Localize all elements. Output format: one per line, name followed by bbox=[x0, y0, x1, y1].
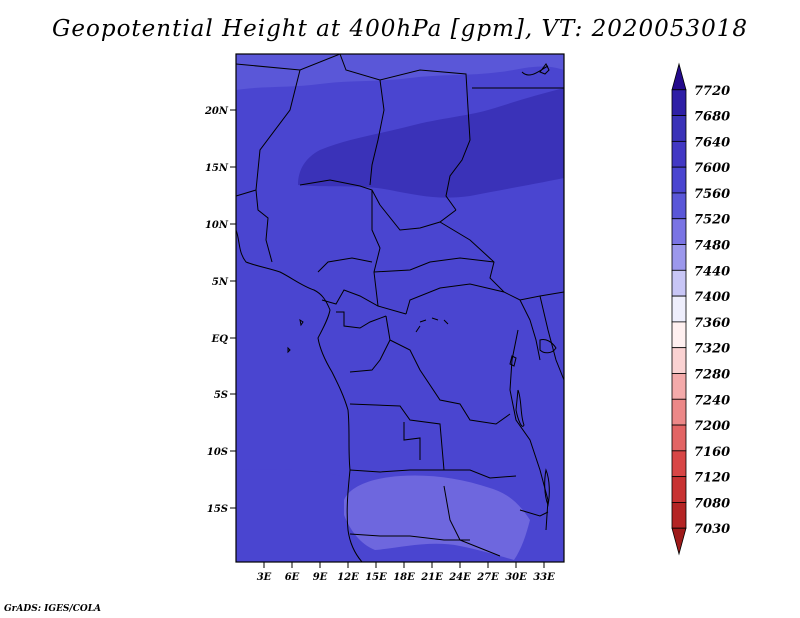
colorbar-label: 7720 bbox=[694, 84, 730, 99]
colorbar-swatch bbox=[671, 502, 687, 529]
colorbar-label: 7360 bbox=[694, 316, 730, 331]
colorbar-label: 7280 bbox=[694, 367, 730, 382]
colorbar-swatch bbox=[671, 269, 687, 297]
colorbar-label: 7320 bbox=[694, 342, 730, 357]
colorbar-swatch bbox=[671, 347, 687, 374]
colorbar-swatch bbox=[671, 476, 687, 503]
colorbar-label: 7200 bbox=[694, 419, 730, 434]
colorbar-swatch bbox=[671, 295, 687, 323]
lon-label: 18E bbox=[393, 572, 415, 583]
colorbar-swatch bbox=[671, 527, 687, 556]
lon-label: 24E bbox=[448, 572, 471, 583]
colorbar-swatch bbox=[671, 89, 687, 116]
lon-label: 27E bbox=[476, 572, 499, 583]
lon-label: 30E bbox=[505, 572, 527, 583]
lat-label: 20N bbox=[204, 106, 229, 117]
colorbar-label: 7480 bbox=[694, 239, 730, 254]
lon-label: 6E bbox=[285, 572, 300, 583]
lat-label: EQ bbox=[211, 334, 229, 345]
colorbar-swatch bbox=[671, 244, 687, 271]
contour-fill-7560-south bbox=[344, 475, 530, 560]
lon-label: 3E bbox=[257, 572, 272, 583]
lon-label: 9E bbox=[313, 572, 328, 583]
colorbar-swatch bbox=[671, 373, 687, 400]
contour-fill-7640 bbox=[298, 88, 564, 198]
colorbar-label: 7240 bbox=[694, 393, 730, 408]
latitude-labels: 20N 15N 10N 5N EQ 5S 10S 15S bbox=[204, 106, 229, 515]
coastlines-borders bbox=[236, 54, 564, 562]
colorbar-label: 7520 bbox=[694, 213, 730, 228]
colorbar-label: 7120 bbox=[694, 471, 730, 486]
map-title: Geopotential Height at 400hPa [gpm], VT:… bbox=[52, 16, 748, 42]
colorbar-swatch bbox=[671, 450, 687, 478]
lon-label: 33E bbox=[533, 572, 555, 583]
colorbar-label: 7400 bbox=[694, 290, 730, 305]
longitude-labels: 3E 6E 9E 12E 15E 18E 21E 24E 27E 30E 33E bbox=[257, 572, 555, 583]
colorbar-swatch bbox=[671, 398, 687, 426]
colorbar-swatch bbox=[671, 62, 687, 91]
lat-label: 15S bbox=[207, 504, 228, 515]
colorbar-label: 7560 bbox=[694, 187, 730, 202]
lat-label: 10N bbox=[205, 220, 229, 231]
colorbar-swatch bbox=[671, 424, 687, 452]
colorbar-label: 7680 bbox=[694, 110, 730, 125]
lon-label: 15E bbox=[365, 572, 387, 583]
lat-label: 5S bbox=[214, 390, 228, 401]
contour-fill-7600-southwest bbox=[236, 469, 350, 562]
lon-label: 21E bbox=[420, 572, 443, 583]
colorbar-label: 7600 bbox=[694, 161, 730, 176]
colorbar-label: 7440 bbox=[694, 264, 730, 279]
lat-label: 15N bbox=[205, 163, 229, 174]
colorbar-swatch bbox=[671, 115, 687, 142]
software-credit: GrADS: IGES/COLA bbox=[4, 604, 102, 614]
lat-label: 5N bbox=[212, 277, 229, 288]
axis-ticks bbox=[230, 109, 545, 568]
lat-label: 10S bbox=[207, 447, 228, 458]
colorbar-swatch bbox=[671, 192, 687, 220]
colorbar-label: 7160 bbox=[694, 445, 730, 460]
colorbar-label: 7640 bbox=[694, 135, 730, 150]
lon-label: 12E bbox=[337, 572, 359, 583]
colorbar-label: 7030 bbox=[694, 522, 730, 537]
colorbar-swatch bbox=[671, 140, 687, 168]
colorbar: 7720 7680 7640 7600 7560 7520 7480 7440 7400 7360… bbox=[671, 62, 730, 556]
colorbar-swatch bbox=[671, 166, 687, 194]
map-panel bbox=[236, 54, 564, 562]
colorbar-swatch bbox=[671, 321, 687, 349]
colorbar-label: 7080 bbox=[694, 496, 730, 511]
map-frame bbox=[235, 53, 565, 563]
colorbar-swatch bbox=[671, 218, 687, 245]
